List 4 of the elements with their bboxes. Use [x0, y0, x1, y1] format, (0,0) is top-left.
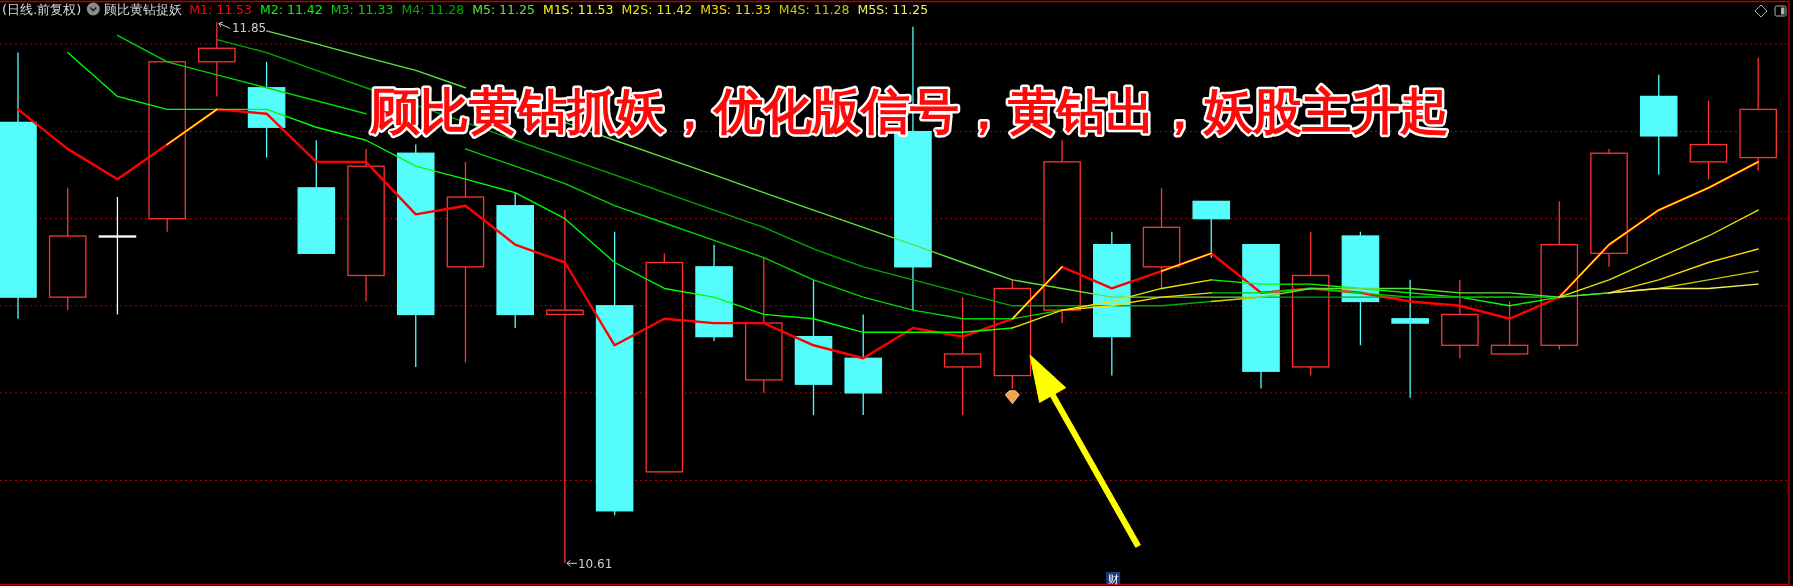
- chart-subtitle: (日线.前复权): [2, 2, 82, 17]
- annotation: 10.61: [577, 557, 613, 572]
- legend: 顾比黄钻捉妖 M1: 11.53 M2: 11.42 M3: 11.33 M4: 11.28 M5: 11.25 M1S: 11.53 M2S: 11.42 M3S: 11.33 M4S: 11.28 M5S: 11.25: [104, 2, 929, 17]
- annotation: 11.85: [231, 21, 267, 36]
